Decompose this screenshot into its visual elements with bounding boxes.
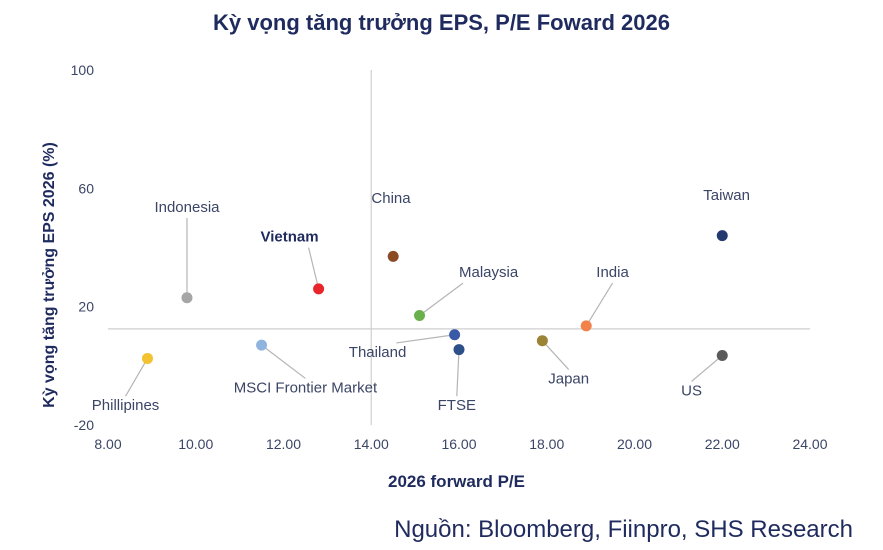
point-label: China — [371, 190, 411, 207]
leader-line — [541, 340, 570, 370]
leader-line — [125, 358, 149, 397]
chart-title: Kỳ vọng tăng trưởng EPS, P/E Foward 2026 — [213, 10, 670, 35]
data-point-phillipines — [141, 352, 153, 364]
data-point-india — [580, 320, 592, 332]
point-label: MSCI Frontier Market — [234, 379, 378, 396]
leader-line — [456, 349, 460, 397]
point-label: Vietnam — [261, 229, 319, 246]
x-tick-label: 14.00 — [354, 436, 389, 452]
point-label: US — [681, 382, 702, 399]
leader-line — [419, 282, 464, 317]
data-point-msci-frontier-market — [256, 339, 268, 351]
x-tick-label: 8.00 — [94, 436, 121, 452]
point-label: Phillipines — [92, 397, 160, 414]
y-tick-label: 20 — [78, 299, 94, 315]
data-point-japan — [536, 335, 548, 347]
data-point-china — [387, 250, 399, 262]
x-tick-label: 16.00 — [441, 436, 476, 452]
point-label: Indonesia — [154, 199, 220, 216]
data-point-thailand — [449, 329, 461, 341]
y-tick-label: 100 — [71, 62, 95, 78]
y-axis-label: Kỳ vọng tăng trưởng EPS 2026 (%) — [41, 142, 58, 408]
leader-line — [308, 247, 320, 290]
point-label: FTSE — [438, 397, 476, 414]
data-point-ftse — [453, 344, 465, 356]
point-label: India — [596, 264, 629, 281]
data-point-vietnam — [313, 283, 325, 295]
x-tick-label: 10.00 — [178, 436, 213, 452]
x-tick-label: 12.00 — [266, 436, 301, 452]
x-tick-label: 18.00 — [529, 436, 564, 452]
data-point-malaysia — [414, 310, 426, 322]
point-label: Malaysia — [459, 264, 519, 281]
point-label: Taiwan — [703, 187, 750, 204]
y-tick-label: 60 — [78, 180, 94, 196]
source-note: Nguồn: Bloomberg, Fiinpro, SHS Research — [394, 516, 853, 543]
y-tick-label: -20 — [74, 417, 94, 433]
data-point-us — [716, 349, 728, 361]
leader-line — [396, 334, 455, 344]
x-tick-label: 24.00 — [792, 436, 827, 452]
point-label: Thailand — [349, 344, 407, 361]
leader-line — [691, 355, 723, 382]
point-label: Japan — [548, 371, 589, 388]
x-tick-label: 20.00 — [617, 436, 652, 452]
x-tick-label: 22.00 — [705, 436, 740, 452]
data-point-taiwan — [716, 230, 728, 242]
leader-line — [261, 344, 306, 379]
x-axis-label: 2026 forward P/E — [387, 472, 525, 491]
leader-line — [585, 282, 614, 327]
data-point-indonesia — [181, 292, 193, 304]
